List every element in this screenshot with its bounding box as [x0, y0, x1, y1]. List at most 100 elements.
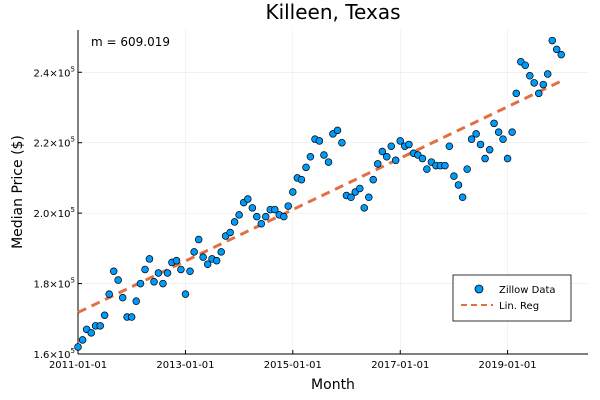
data-point: [177, 265, 185, 274]
data-point: [320, 151, 328, 159]
data-point: [324, 158, 333, 166]
data-point: [118, 293, 127, 302]
data-point: [382, 153, 391, 161]
data-point: [423, 165, 431, 173]
data-point: [369, 175, 377, 184]
data-point: [78, 336, 87, 344]
data-point: [190, 248, 198, 256]
data-point: [347, 193, 355, 202]
data-point: [271, 205, 279, 214]
data-point: [194, 235, 203, 244]
data-point: [100, 311, 109, 320]
y-tick-label: 2.0×105: [34, 206, 75, 220]
slope-annotation: m = 609.019: [91, 35, 170, 49]
legend-label-zillow: Zillow Data: [499, 285, 556, 296]
y-tick-label: 1.8×105: [34, 277, 75, 291]
data-point: [405, 140, 413, 149]
y-tick-label: 2.2×105: [34, 136, 75, 150]
data-point: [297, 175, 306, 184]
data-point: [127, 313, 136, 321]
axes: [77, 30, 588, 355]
data-point: [494, 128, 503, 136]
data-point: [217, 248, 225, 256]
data-point: [441, 161, 449, 170]
data-point: [508, 128, 516, 136]
data-point: [203, 260, 212, 268]
data-point: [248, 204, 257, 212]
data-point: [557, 50, 565, 59]
data-point: [132, 297, 140, 305]
data-point: [150, 278, 158, 286]
x-tick-label: 2011-01-01: [49, 360, 107, 371]
data-point: [476, 140, 485, 149]
data-point: [539, 80, 548, 89]
data-point: [458, 193, 467, 202]
data-point: [333, 126, 342, 135]
data-point: [141, 265, 149, 274]
y-tick-label: 1.6×105: [34, 347, 75, 361]
legend: Zillow Data Lin. Reg: [452, 274, 572, 322]
x-tick-label: 2017-01-01: [371, 360, 429, 371]
data-point: [226, 228, 234, 237]
y-axis-title: Median Price ($): [10, 135, 26, 249]
data-point: [378, 147, 387, 156]
x-ticks: 2011-01-01 2013-01-01 2015-01-01 2017-01-01…: [49, 350, 537, 371]
data-point: [114, 276, 122, 284]
data-point: [365, 193, 373, 202]
data-point: [521, 61, 529, 69]
data-point: [136, 279, 145, 288]
legend-label-linreg: Lin. Reg: [499, 301, 539, 312]
data-point: [512, 89, 521, 98]
data-point: [306, 153, 315, 161]
data-point: [534, 89, 543, 98]
data-point: [396, 137, 405, 145]
data-point: [261, 212, 270, 221]
data-point: [145, 255, 154, 263]
data-point: [105, 290, 113, 298]
data-point: [186, 267, 194, 275]
data-point: [289, 188, 297, 196]
data-point: [230, 218, 239, 226]
data-point: [280, 212, 288, 221]
data-point: [503, 154, 512, 163]
series-points: [74, 36, 565, 351]
y-tick-label: 2.4×105: [34, 65, 75, 79]
data-point: [445, 142, 454, 150]
data-point: [526, 72, 534, 80]
chart-title: Killeen, Texas: [265, 0, 400, 24]
data-point: [463, 165, 471, 173]
y-ticks: 1.6×105 1.8×105 2.0×105 2.2×105 2.4×105: [34, 65, 82, 361]
data-point: [181, 290, 190, 298]
data-point: [284, 202, 292, 210]
data-point: [543, 70, 552, 78]
data-point: [485, 145, 494, 154]
data-point: [548, 36, 557, 45]
data-point: [450, 172, 458, 180]
data-point: [96, 322, 104, 330]
data-point: [472, 130, 480, 138]
data-point: [235, 211, 243, 219]
data-point: [172, 256, 181, 265]
data-point: [490, 119, 498, 128]
data-point: [154, 269, 163, 277]
data-point: [74, 343, 82, 351]
data-point: [253, 212, 261, 221]
data-point: [530, 79, 538, 87]
x-tick-label: 2019-01-01: [479, 360, 537, 371]
data-point: [356, 184, 364, 193]
data-point: [212, 256, 221, 265]
data-point: [87, 329, 95, 337]
data-point: [315, 137, 324, 145]
data-point: [302, 163, 310, 172]
data-point: [163, 269, 172, 277]
data-point: [244, 195, 252, 203]
data-point: [387, 142, 396, 150]
data-point: [418, 154, 427, 163]
data-point: [481, 154, 489, 163]
data-point: [199, 253, 207, 261]
data-point: [499, 135, 507, 143]
data-point: [257, 219, 266, 228]
data-point: [467, 135, 476, 143]
data-point: [374, 160, 382, 168]
